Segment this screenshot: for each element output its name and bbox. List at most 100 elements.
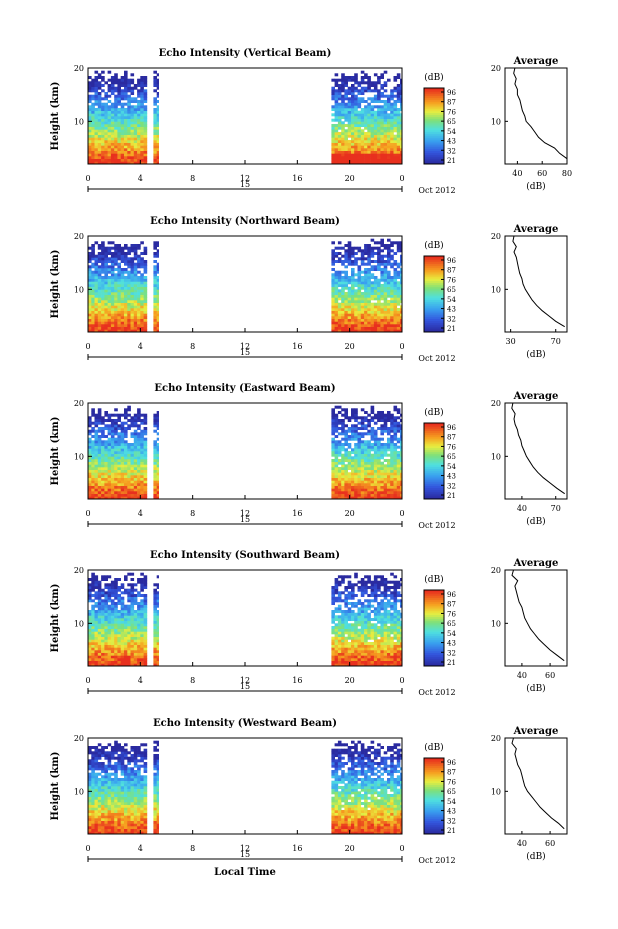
heatmap-cell	[101, 153, 105, 157]
heatmap-cell	[110, 485, 115, 489]
heatmap-cell	[153, 284, 157, 287]
heatmap-cell	[137, 496, 141, 500]
heatmap-cell	[387, 118, 391, 122]
heatmap-cell	[114, 244, 118, 247]
heatmap-cell	[133, 413, 138, 417]
panel-2: Echo Intensity (Eastward Beam)2010Height…	[50, 383, 568, 530]
heatmap-cell	[364, 477, 368, 481]
heatmap-cell	[91, 81, 95, 85]
heatmap-cell	[334, 405, 339, 409]
heatmap-cell	[390, 475, 394, 478]
heatmap-cell	[354, 456, 358, 460]
heatmap-cell	[124, 78, 128, 82]
heatmap-cell	[364, 411, 368, 414]
heatmap-cell	[137, 427, 141, 430]
heatmap-cell	[88, 461, 92, 465]
heatmap-cell	[360, 97, 365, 101]
heatmap-cell	[337, 432, 342, 436]
heatmap-cell	[396, 292, 401, 295]
heatmap-cell	[120, 443, 125, 446]
heatmap-cell	[334, 284, 339, 287]
y-tick-label: 10	[74, 285, 84, 294]
heatmap-cell	[354, 620, 358, 624]
heatmap-cell	[387, 472, 391, 476]
heatmap-cell	[130, 324, 135, 327]
heatmap-cell	[337, 329, 342, 333]
heatmap-cell	[130, 310, 135, 314]
heatmap-cell	[140, 483, 144, 486]
heatmap-cell	[396, 244, 401, 247]
heatmap-cell	[94, 81, 99, 85]
heatmap-cell	[124, 81, 128, 85]
heatmap-cell	[143, 145, 148, 149]
heatmap-cell	[354, 76, 358, 79]
heatmap-cell	[344, 297, 348, 301]
heatmap-cell	[91, 607, 95, 611]
heatmap-cell	[117, 265, 121, 269]
heatmap-cell	[114, 424, 118, 428]
heatmap-cell	[130, 435, 135, 438]
heatmap-cell	[380, 318, 384, 322]
heatmap-cell	[344, 158, 348, 162]
heatmap-cell	[110, 588, 115, 592]
heatmap-cell	[393, 326, 398, 330]
heatmap-cell	[354, 419, 358, 422]
heatmap-cell	[393, 148, 398, 151]
heatmap-cell	[373, 461, 378, 465]
heatmap-cell	[334, 116, 339, 119]
heatmap-cell	[400, 78, 403, 82]
heatmap-cell	[370, 493, 375, 497]
heatmap-cell	[156, 78, 159, 82]
heatmap-cell	[396, 445, 401, 449]
heatmap-cell	[337, 652, 342, 656]
heatmap-cell	[370, 329, 375, 333]
heatmap-cell	[91, 142, 95, 146]
y-tick-label: 10	[74, 452, 84, 461]
heatmap-cell	[337, 461, 342, 465]
heatmap-cell	[110, 278, 115, 282]
heatmap-cell	[107, 116, 112, 119]
heatmap-cell	[107, 110, 112, 114]
heatmap-cell	[390, 108, 394, 111]
heatmap-cell	[354, 408, 358, 412]
heatmap-cell	[341, 76, 345, 79]
heatmap-cell	[367, 615, 371, 619]
heatmap-cell	[393, 451, 398, 454]
heatmap-cell	[120, 435, 125, 438]
heatmap-cell	[357, 158, 362, 162]
heatmap-cell	[104, 150, 108, 154]
heatmap-cell	[94, 260, 99, 263]
heatmap-cell	[351, 78, 355, 82]
heatmap-cell	[341, 578, 345, 581]
heatmap-cell	[97, 321, 102, 325]
heatmap-cell	[94, 448, 99, 452]
heatmap-cell	[331, 421, 335, 425]
heatmap-cell	[360, 443, 365, 446]
heatmap-cell	[140, 594, 144, 597]
heatmap-cell	[124, 124, 128, 127]
heatmap-cell	[88, 615, 92, 619]
heatmap-cell	[120, 421, 125, 425]
heatmap-cell	[367, 448, 371, 452]
heatmap-cell	[400, 483, 403, 486]
heatmap-cell	[107, 313, 112, 317]
heatmap-cell	[97, 102, 102, 106]
heatmap-cell	[124, 270, 128, 274]
heatmap-cell	[143, 246, 148, 250]
heatmap-cell	[124, 132, 128, 135]
heatmap-cell	[393, 262, 398, 266]
heatmap-cell	[120, 660, 125, 664]
heatmap-cell	[153, 310, 157, 314]
heatmap-cell	[390, 254, 394, 258]
heatmap-cell	[91, 451, 95, 454]
heatmap-cell	[341, 634, 345, 637]
heatmap-cell	[354, 132, 358, 135]
heatmap-cell	[91, 254, 95, 258]
heatmap-cell	[370, 100, 375, 103]
heatmap-cell	[377, 459, 381, 462]
heatmap-cell	[380, 483, 384, 486]
heatmap-cell	[396, 118, 401, 122]
heatmap-cell	[400, 254, 403, 258]
heatmap-cell	[104, 113, 108, 117]
heatmap-cell	[117, 129, 121, 133]
